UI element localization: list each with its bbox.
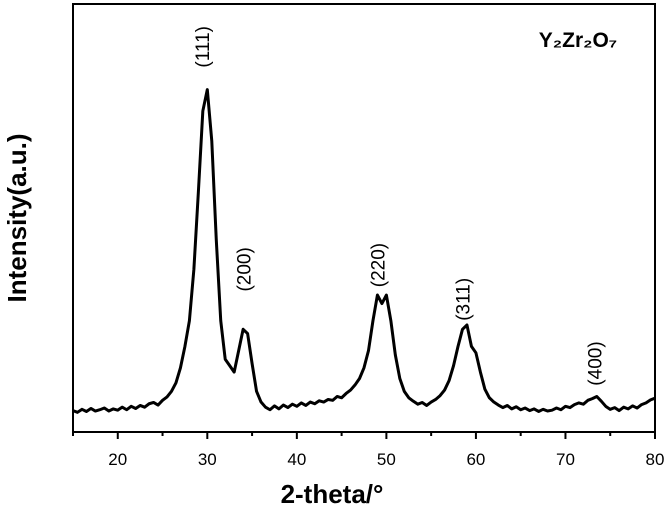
data-line [73, 90, 655, 413]
page: {"chart_data": { "type": "line", "x_labe… [0, 0, 669, 527]
x-tick-label: 70 [556, 450, 575, 469]
y-axis-label: Intensity(a.u.) [2, 133, 32, 302]
sample-label: Y₂Zr₂O₇ [539, 29, 617, 52]
peak-label: (111) [193, 26, 214, 68]
peak-label: (311) [454, 278, 475, 321]
x-tick-label: 50 [377, 450, 396, 469]
x-tick-label: 60 [466, 450, 485, 469]
peak-label: (400) [585, 341, 606, 385]
x-tick-label: 30 [198, 450, 217, 469]
x-tick-label: 20 [108, 450, 127, 469]
peak-label: (220) [369, 243, 390, 287]
x-tick-label: 80 [646, 450, 665, 469]
x-axis-label: 2-theta/° [281, 479, 384, 509]
chart: 2-theta/° Intensity(a.u.) 20 30 40 50 60 70 80… [0, 0, 669, 527]
x-tick-label: 40 [287, 450, 306, 469]
peak-label: (200) [234, 247, 255, 291]
